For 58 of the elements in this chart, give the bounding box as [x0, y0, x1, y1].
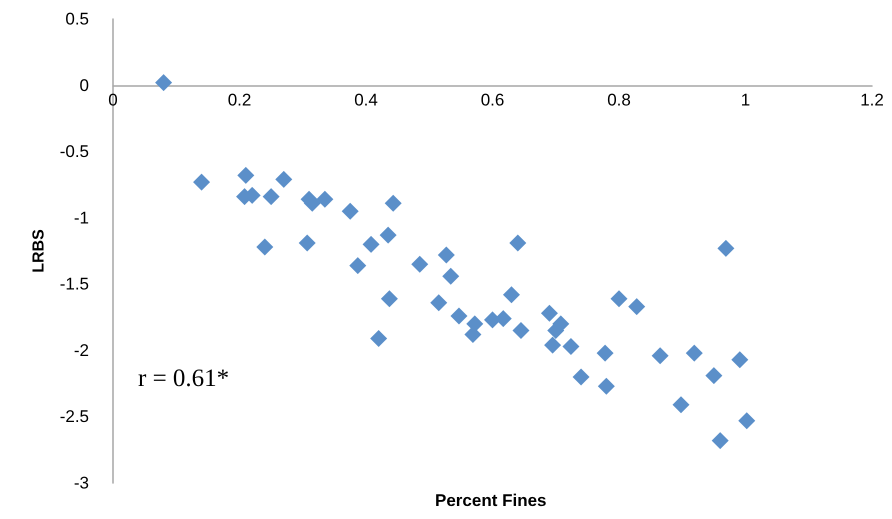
- point: [442, 268, 460, 285]
- point: [686, 344, 703, 362]
- point: [672, 396, 690, 414]
- point: [193, 174, 210, 191]
- point: [712, 432, 729, 450]
- point: [652, 347, 669, 364]
- y-tick-label: -1.5: [60, 274, 89, 294]
- x-tick-label: 0.6: [480, 90, 504, 110]
- point: [262, 188, 280, 206]
- y-tick-label: -3: [74, 474, 89, 492]
- point: [464, 326, 482, 344]
- y-tick-label: -1: [74, 208, 89, 228]
- point: [572, 368, 590, 386]
- x-tick-label: 0: [108, 90, 118, 110]
- point: [275, 170, 292, 188]
- point: [411, 256, 428, 273]
- point: [598, 378, 615, 395]
- point: [731, 351, 748, 368]
- point: [384, 194, 402, 212]
- point: [155, 74, 172, 92]
- point: [349, 257, 366, 274]
- point: [628, 298, 646, 316]
- point: [509, 234, 526, 252]
- x-tick-label: 0.8: [607, 90, 631, 110]
- y-axis-title: LRBS: [30, 228, 48, 273]
- point: [380, 226, 397, 244]
- point: [438, 246, 455, 264]
- y-tick-label: -0.5: [60, 142, 89, 162]
- point: [596, 344, 614, 362]
- point: [342, 202, 359, 220]
- x-tick-label: 1: [740, 90, 750, 110]
- point: [544, 336, 562, 354]
- point: [562, 338, 580, 355]
- point: [316, 190, 334, 208]
- point: [540, 304, 558, 322]
- y-tick-label: -2: [74, 340, 89, 360]
- point: [256, 238, 274, 256]
- point: [502, 286, 520, 304]
- annotation: r = 0.61*: [138, 365, 230, 392]
- x-axis-title: Percent Fines: [435, 491, 546, 510]
- point: [370, 330, 388, 347]
- y-tick-label: 0.5: [65, 10, 89, 28]
- point: [717, 240, 734, 257]
- x-tick-label: 1.2: [860, 90, 884, 110]
- point: [610, 290, 628, 308]
- point: [380, 290, 398, 308]
- point: [237, 166, 254, 184]
- point: [362, 236, 380, 253]
- point: [430, 294, 448, 312]
- point: [298, 234, 316, 252]
- point: [512, 322, 530, 340]
- point: [738, 412, 756, 430]
- point: [705, 367, 722, 384]
- x-tick-label: 0.4: [354, 90, 378, 110]
- point: [450, 307, 468, 324]
- y-tick-label: 0: [80, 76, 89, 95]
- y-tick-label: -2.5: [60, 407, 89, 426]
- x-tick-label: 0.2: [228, 90, 252, 110]
